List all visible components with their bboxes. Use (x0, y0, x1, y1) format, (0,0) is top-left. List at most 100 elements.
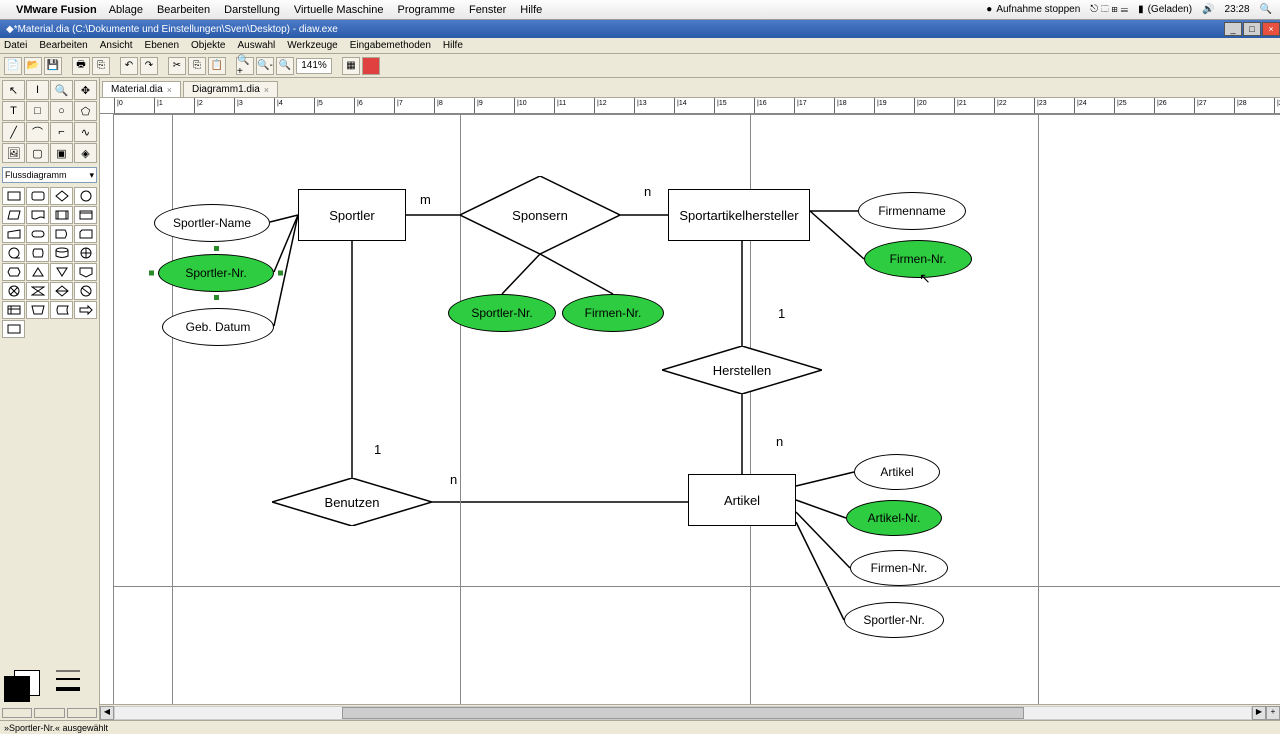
shape-internal[interactable] (2, 301, 25, 319)
relationship-herstellen[interactable]: Herstellen (662, 346, 822, 394)
selection-handle[interactable] (214, 246, 219, 251)
shape-or[interactable] (74, 244, 97, 262)
shape-prep[interactable] (2, 263, 25, 281)
tb-zoomout-button[interactable]: 🔍- (256, 57, 274, 75)
relationship-sponsern[interactable]: Sponsern (460, 176, 620, 254)
shape-manual-op[interactable] (26, 301, 49, 319)
canvas[interactable]: SportlerSportartikelherstellerArtikelSpo… (114, 114, 1280, 704)
scrollbar-horizontal[interactable]: ◀ ▶ + (100, 704, 1280, 720)
selection-handle[interactable] (214, 295, 219, 300)
sb-page-button[interactable]: + (1266, 706, 1280, 720)
win-close-button[interactable]: × (1262, 22, 1280, 36)
tb-save-button[interactable]: 💾 (44, 57, 62, 75)
mac-status-rec[interactable]: ● Aufnahme stoppen (986, 4, 1080, 15)
tool-line[interactable]: ╱ (2, 122, 25, 142)
tool-polygon[interactable]: ⬠ (74, 101, 97, 121)
shape-sort[interactable] (50, 282, 73, 300)
mac-app-name[interactable]: VMware Fusion (16, 4, 97, 16)
menu-objekte[interactable]: Objekte (191, 40, 225, 51)
menu-hilfe[interactable]: Hilfe (443, 40, 463, 51)
tb-open-button[interactable]: 📂 (24, 57, 42, 75)
fg-color-swatch[interactable] (4, 676, 30, 702)
menu-datei[interactable]: Datei (4, 40, 27, 51)
tb-new-button[interactable]: 📄 (4, 57, 22, 75)
mac-status-vol[interactable]: 🔊 (1202, 4, 1214, 15)
sb-thumb[interactable] (342, 707, 1024, 719)
attribute-sponsern-sportler-nr[interactable]: Sportler-Nr. (448, 294, 556, 332)
line-style-2[interactable] (34, 708, 64, 718)
shape-card[interactable] (74, 225, 97, 243)
tb-copy-button[interactable]: ⎘ (188, 57, 206, 75)
tool-image[interactable]: 🖼 (2, 143, 25, 163)
shape-storage[interactable] (74, 206, 97, 224)
shape-connector[interactable] (74, 187, 97, 205)
shape-stored[interactable] (50, 301, 73, 319)
tb-export-button[interactable]: ⎘ (92, 57, 110, 75)
tool-bezier[interactable]: ∿ (74, 122, 97, 142)
tb-print-button[interactable]: 🖶 (72, 57, 90, 75)
tool-fill[interactable]: ▣ (50, 143, 73, 163)
shape-delay[interactable] (50, 225, 73, 243)
mac-menu-bearbeiten[interactable]: Bearbeiten (157, 4, 210, 16)
attribute-hersteller-firmen-nr[interactable]: Firmen-Nr. (864, 240, 972, 278)
mac-menu-darstellung[interactable]: Darstellung (224, 4, 280, 16)
menu-ansicht[interactable]: Ansicht (100, 40, 133, 51)
entity-hersteller[interactable]: Sportartikelhersteller (668, 189, 810, 241)
attribute-artikel-nr[interactable]: Artikel-Nr. (846, 500, 942, 536)
mac-status-icons[interactable]: ⎋ ⬚ ⊞ ☰ (1090, 4, 1128, 15)
shape-merge[interactable] (50, 263, 73, 281)
sb-right-button[interactable]: ▶ (1252, 706, 1266, 720)
mac-menu-programme[interactable]: Programme (398, 4, 455, 16)
tool-box[interactable]: □ (26, 101, 49, 121)
attribute-sportler-name[interactable]: Sportler-Name (154, 204, 270, 242)
menu-ebenen[interactable]: Ebenen (145, 40, 179, 51)
tool-zoom[interactable]: 🔍 (50, 80, 73, 100)
shape-predefined[interactable] (50, 206, 73, 224)
mac-spotlight-icon[interactable]: 🔍 (1260, 4, 1272, 15)
tool-outline[interactable]: ▢ (26, 143, 49, 163)
shape-process[interactable] (2, 187, 25, 205)
mac-menu-hilfe[interactable]: Hilfe (520, 4, 542, 16)
zoom-input[interactable] (296, 58, 332, 74)
tb-record-button[interactable] (362, 57, 380, 75)
mac-menu-fenster[interactable]: Fenster (469, 4, 506, 16)
shape-data[interactable] (2, 206, 25, 224)
tb-grid-button[interactable]: ▦ (342, 57, 360, 75)
shape-extract[interactable] (26, 263, 49, 281)
shape-junction[interactable] (74, 282, 97, 300)
tool-text-cursor[interactable]: I (26, 80, 49, 100)
tb-paste-button[interactable]: 📋 (208, 57, 226, 75)
tool-zigzag[interactable]: ⌐ (50, 122, 73, 142)
shape-category-select[interactable]: Flussdiagramm▾ (2, 167, 97, 183)
shape-sum[interactable] (2, 282, 25, 300)
shape-terminal[interactable] (26, 225, 49, 243)
tool-ellipse[interactable]: ○ (50, 101, 73, 121)
shape-collate[interactable] (26, 282, 49, 300)
line-style-3[interactable] (67, 708, 97, 718)
attribute-artikel-firmen-nr[interactable]: Firmen-Nr. (850, 550, 948, 586)
mac-menu-vm[interactable]: Virtuelle Maschine (294, 4, 384, 16)
menu-bearbeiten[interactable]: Bearbeiten (39, 40, 87, 51)
line-width-samples[interactable] (56, 667, 80, 702)
tb-cut-button[interactable]: ✂ (168, 57, 186, 75)
win-maximize-button[interactable]: □ (1243, 22, 1261, 36)
entity-artikel[interactable]: Artikel (688, 474, 796, 526)
shape-document[interactable] (26, 206, 49, 224)
shape-source[interactable] (2, 320, 25, 338)
shape-transmit[interactable] (74, 301, 97, 319)
menu-eingabe[interactable]: Eingabemethoden (350, 40, 431, 51)
attribute-sponsern-firmen-nr[interactable]: Firmen-Nr. (562, 294, 664, 332)
attribute-geb-datum[interactable]: Geb. Datum (162, 308, 274, 346)
tool-pan[interactable]: ✥ (74, 80, 97, 100)
tool-pointer[interactable]: ↖ (2, 80, 25, 100)
shape-decision[interactable] (50, 187, 73, 205)
close-icon[interactable]: × (167, 85, 172, 95)
shape-manual-input[interactable] (2, 225, 25, 243)
close-icon[interactable]: × (264, 85, 269, 95)
menu-auswahl[interactable]: Auswahl (237, 40, 275, 51)
shape-offpage[interactable] (74, 263, 97, 281)
tool-text[interactable]: T (2, 101, 25, 121)
menu-werkzeuge[interactable]: Werkzeuge (287, 40, 337, 51)
tool-arc[interactable]: ⌒ (26, 122, 49, 142)
sb-left-button[interactable]: ◀ (100, 706, 114, 720)
